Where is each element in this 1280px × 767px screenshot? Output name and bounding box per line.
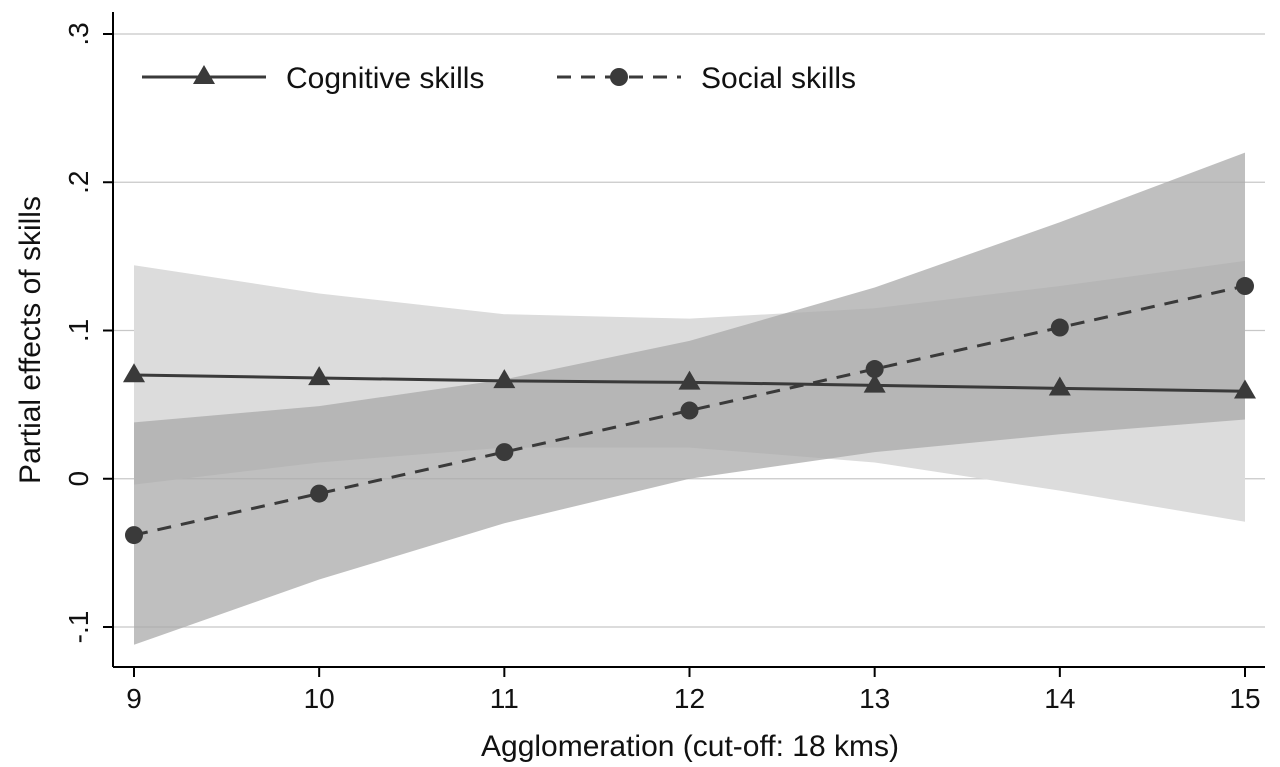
y-tick-label: -.1	[63, 611, 94, 644]
data-point-social	[1236, 277, 1254, 296]
x-tick-label: 15	[1229, 683, 1260, 714]
data-point-social	[310, 484, 329, 503]
x-tick-label: 14	[1044, 683, 1075, 714]
data-point-cognitive	[1234, 379, 1256, 399]
x-tick-label: 11	[490, 683, 519, 714]
x-tick-label: 12	[674, 683, 705, 714]
legend-triangle-icon	[193, 65, 215, 84]
data-point-social	[125, 526, 143, 545]
data-point-social	[1050, 318, 1069, 337]
y-tick-label: .1	[63, 319, 94, 342]
y-tick-label: 0	[63, 471, 94, 487]
y-tick-label: .3	[63, 22, 94, 45]
data-point-social	[495, 443, 514, 462]
x-axis-title: Agglomeration (cut-off: 18 kms)	[481, 730, 899, 763]
data-point-cognitive	[123, 363, 145, 383]
series-markers	[123, 277, 1256, 545]
legend-item-social: Social skills	[557, 62, 856, 95]
legend: Cognitive skills Social skills	[142, 62, 856, 95]
y-axis-title: Partial effects of skills	[14, 196, 47, 484]
data-point-social	[865, 360, 884, 379]
data-point-social	[680, 401, 699, 420]
legend-circle-icon	[610, 68, 628, 86]
legend-item-cognitive: Cognitive skills	[142, 62, 484, 95]
confidence-bands	[134, 152, 1245, 645]
axes	[103, 12, 1265, 677]
data-point-cognitive	[863, 373, 886, 393]
legend-label-social: Social skills	[701, 62, 856, 95]
legend-label-cognitive: Cognitive skills	[286, 62, 484, 95]
x-tick-label: 13	[859, 683, 890, 714]
tick-labels: -.1 0 .1 .2 .3 9 10 11 12 13 14 15	[63, 22, 1261, 714]
x-tick-label: 10	[304, 683, 335, 714]
x-tick-label: 9	[126, 683, 142, 714]
data-point-cognitive	[308, 366, 331, 386]
confidence-band-social	[134, 152, 1245, 645]
data-point-cognitive	[678, 370, 701, 390]
data-point-cognitive	[1048, 376, 1071, 396]
data-point-cognitive	[493, 369, 516, 389]
y-tick-label: .2	[63, 171, 94, 194]
